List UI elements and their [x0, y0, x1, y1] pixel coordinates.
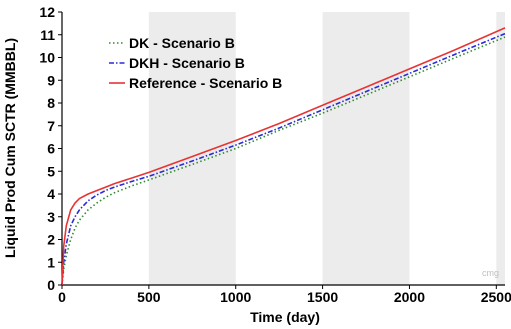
y-tick-label: 9 [47, 72, 55, 88]
x-tick-label: 0 [58, 289, 66, 305]
plot-frame [61, 12, 505, 286]
legend-label-2: Reference - Scenario B [129, 75, 282, 91]
series-line-1 [61, 32, 506, 286]
y-tick-label: 6 [47, 141, 55, 157]
y-tick-label: 12 [39, 4, 55, 20]
y-tick-label: 2 [47, 232, 55, 248]
x-tick-label: 1500 [307, 289, 338, 305]
shaded-band-1 [322, 12, 410, 285]
y-tick-label: 0 [47, 277, 55, 293]
x-tick-label: 2500 [481, 289, 511, 305]
series-layer [61, 27, 506, 286]
watermark-logo: cmg [482, 268, 499, 278]
y-axis-title: Liquid Prod Cum SCTR (MMBBL) [2, 38, 18, 258]
y-tick-label: 4 [47, 186, 55, 202]
x-tick-label: 500 [137, 289, 161, 305]
legend-label-0: DK - Scenario B [129, 35, 235, 51]
x-tick-label: 2000 [394, 289, 425, 305]
x-axis-title: Time (day) [250, 309, 320, 325]
y-tick-label: 8 [47, 95, 55, 111]
legend-label-1: DKH - Scenario B [129, 55, 245, 71]
y-tick-label: 1 [47, 254, 55, 270]
shaded-bands [148, 12, 505, 285]
y-tick-label: 10 [39, 50, 55, 66]
series-line-2 [61, 27, 506, 286]
shaded-band-0 [148, 12, 236, 285]
x-axis-ticks: 0 500 1000 1500 2000 2500 [58, 285, 511, 305]
series-line-0 [61, 36, 506, 286]
y-tick-label: 7 [47, 118, 55, 134]
y-tick-label: 11 [40, 27, 55, 43]
y-tick-label: 3 [47, 209, 55, 225]
shaded-band-2 [496, 12, 505, 285]
x-tick-label: 1000 [220, 289, 251, 305]
y-tick-label: 5 [47, 163, 55, 179]
legend: DK - Scenario B DKH - Scenario B Reference… [109, 35, 282, 91]
